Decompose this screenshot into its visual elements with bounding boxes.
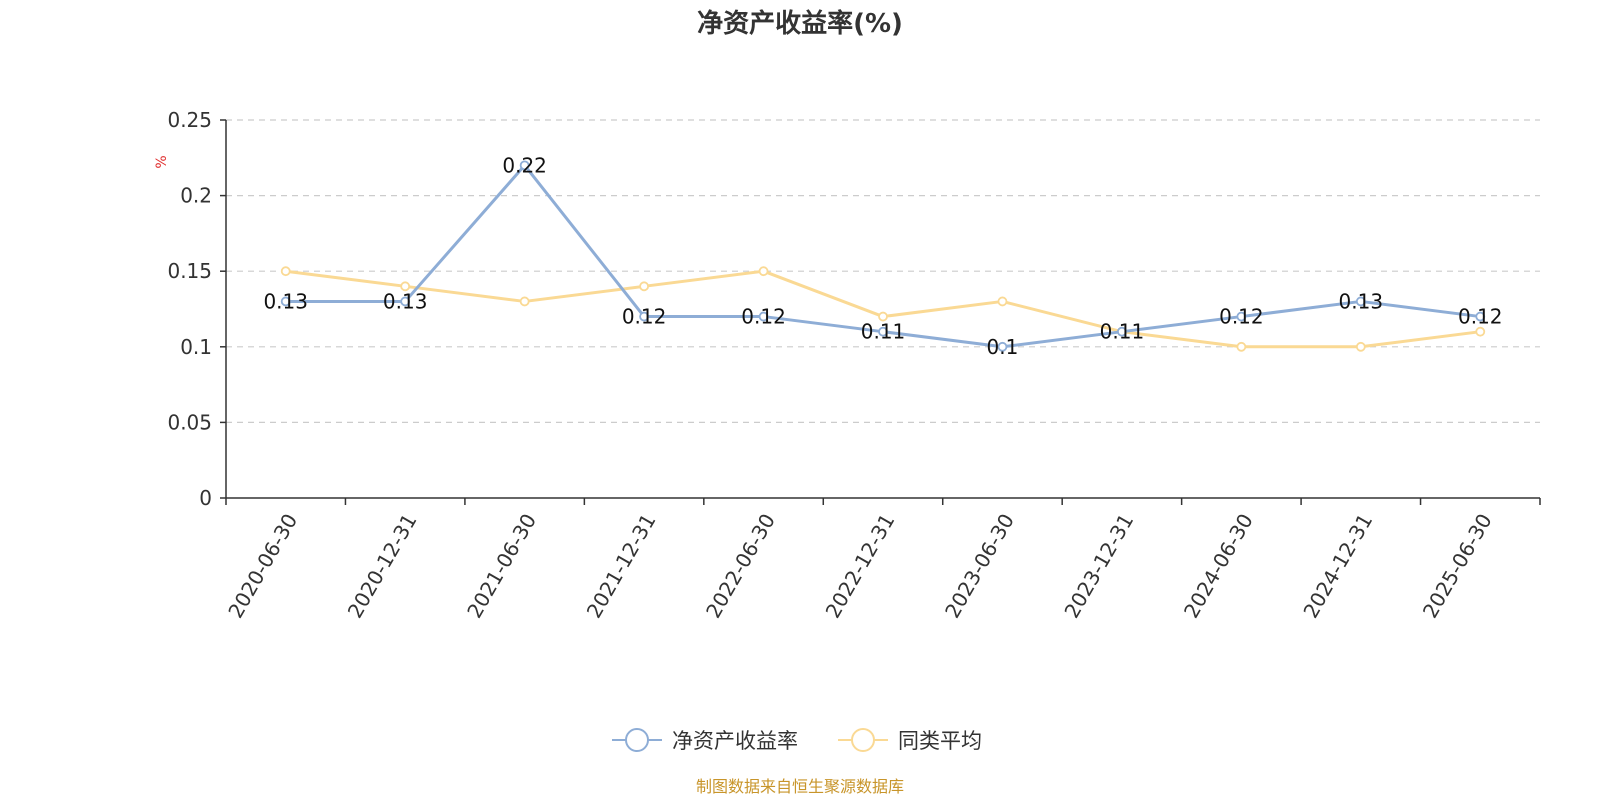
data-label: 0.11 — [861, 320, 906, 344]
data-label: 0.12 — [741, 305, 786, 329]
y-tick-labels: 0 0.05 0.1 0.15 0.2 0.25 — [167, 108, 212, 510]
y-tick-label: 0.1 — [180, 335, 212, 359]
series — [280, 160, 1486, 352]
y-tick-label: 0.05 — [167, 410, 212, 434]
y-tick-label: 0 — [199, 486, 212, 510]
data-label: 0.1 — [987, 335, 1019, 359]
y-tick-label: 0.2 — [180, 184, 212, 208]
x-tick-label: 2020-12-31 — [343, 510, 422, 623]
data-label: 0.12 — [1458, 305, 1503, 329]
data-label: 0.12 — [1219, 305, 1264, 329]
legend-marker — [851, 728, 875, 752]
data-label: 0.13 — [1339, 289, 1384, 313]
data-point[interactable] — [1236, 341, 1247, 352]
legend-label: 净资产收益率 — [672, 729, 798, 753]
chart-title: 净资产收益率(%) — [697, 8, 903, 39]
data-point[interactable] — [519, 296, 530, 307]
x-tick-label: 2021-12-31 — [582, 510, 661, 623]
data-point[interactable] — [758, 266, 769, 277]
data-labels: 0.13 0.13 0.22 0.12 0.12 0.11 0.1 0.11 0.12 0.13 0… — [263, 153, 1502, 358]
x-tick-label: 2024-06-30 — [1179, 510, 1258, 623]
data-label: 0.12 — [622, 305, 667, 329]
legend-label: 同类平均 — [898, 729, 982, 753]
data-point[interactable] — [280, 266, 291, 277]
x-tick-label: 2025-06-30 — [1418, 510, 1497, 623]
y-tick-label: 0.15 — [167, 259, 212, 283]
legend-item[interactable]: 净资产收益率 — [612, 728, 798, 753]
grid-lines — [226, 119, 1540, 423]
y-axis-unit: % — [154, 155, 170, 168]
data-point[interactable] — [400, 296, 411, 307]
x-tick-label: 2024-12-31 — [1298, 510, 1377, 623]
data-label: 0.22 — [502, 153, 547, 177]
data-point[interactable] — [639, 311, 649, 322]
data-point[interactable] — [280, 296, 291, 307]
data-point[interactable] — [1117, 326, 1127, 337]
axes — [220, 119, 1541, 505]
x-tick-label: 2022-06-30 — [701, 510, 780, 623]
x-tick-label: 2023-06-30 — [940, 510, 1019, 623]
data-point[interactable] — [400, 281, 411, 292]
data-label: 0.13 — [263, 289, 308, 313]
x-tick-label: 2023-12-31 — [1059, 510, 1138, 623]
data-label: 0.13 — [383, 289, 428, 313]
data-label: 0.11 — [1100, 320, 1145, 344]
data-point[interactable] — [1355, 341, 1366, 352]
data-point[interactable] — [758, 311, 769, 322]
x-tick-label: 2022-12-31 — [821, 510, 900, 623]
data-point[interactable] — [1355, 296, 1366, 307]
data-point[interactable] — [997, 341, 1008, 352]
x-tick-label: 2020-06-30 — [223, 510, 302, 623]
legend[interactable]: 净资产收益率 同类平均 — [612, 728, 982, 753]
data-point[interactable] — [519, 160, 530, 171]
data-point[interactable] — [1475, 326, 1486, 337]
x-tick-labels: 2020-06-30 2020-12-31 2021-06-30 2021-12-31… — [223, 510, 1496, 623]
data-point[interactable] — [878, 311, 888, 322]
source-note: 制图数据来自恒生聚源数据库 — [696, 777, 904, 796]
data-point[interactable] — [1475, 311, 1486, 322]
data-point[interactable] — [1236, 311, 1247, 322]
legend-item[interactable]: 同类平均 — [838, 728, 982, 753]
data-point[interactable] — [639, 281, 649, 292]
data-point[interactable] — [878, 326, 888, 337]
y-tick-label: 0.25 — [167, 108, 212, 132]
legend-marker — [625, 728, 649, 752]
x-tick-label: 2021-06-30 — [462, 510, 541, 623]
data-point[interactable] — [997, 296, 1008, 307]
